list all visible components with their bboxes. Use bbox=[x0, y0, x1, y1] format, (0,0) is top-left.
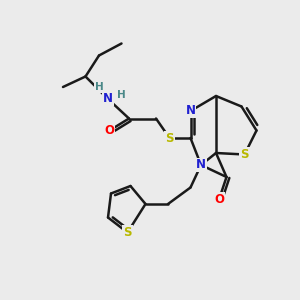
Text: O: O bbox=[104, 124, 115, 137]
Text: H: H bbox=[117, 89, 126, 100]
Text: S: S bbox=[165, 131, 174, 145]
Text: S: S bbox=[240, 148, 249, 161]
Text: O: O bbox=[214, 193, 224, 206]
Text: N: N bbox=[196, 158, 206, 172]
Text: N: N bbox=[103, 92, 113, 106]
Text: N: N bbox=[185, 104, 196, 118]
Text: S: S bbox=[123, 226, 132, 239]
Text: H: H bbox=[94, 82, 103, 92]
